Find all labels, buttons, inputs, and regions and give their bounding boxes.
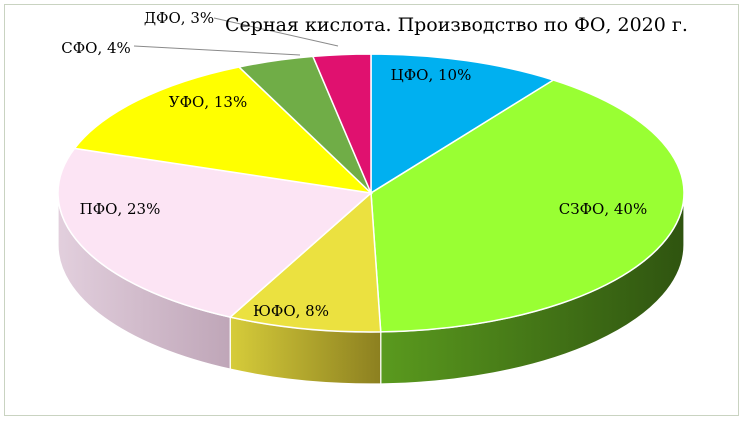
data-label-ЮФО: ЮФО, 8%	[253, 302, 329, 320]
pie-slice-ДФО	[311, 53, 372, 194]
data-label-ЦФО: ЦФО, 10%	[391, 66, 472, 84]
data-label-СФО: СФО, 4%	[61, 39, 131, 57]
data-label-ДФО: ДФО, 3%	[144, 9, 214, 27]
leader-line-ДФО	[213, 17, 339, 47]
pie-slice-СЗФО	[370, 79, 685, 333]
leader-line-СФО	[133, 45, 301, 56]
pie-slice-ЮФО	[228, 191, 382, 333]
chart-title: Серная кислота. Производство по ФО, 2020…	[225, 14, 688, 36]
pie-slice-УФО	[73, 66, 374, 195]
data-label-УФО: УФО, 13%	[169, 93, 247, 111]
data-label-ПФО: ПФО, 23%	[80, 200, 161, 218]
data-label-СЗФО: СЗФО, 40%	[559, 200, 647, 218]
pie-slice-ЦФО	[370, 53, 556, 195]
pie-slice-ПФО	[57, 147, 373, 318]
